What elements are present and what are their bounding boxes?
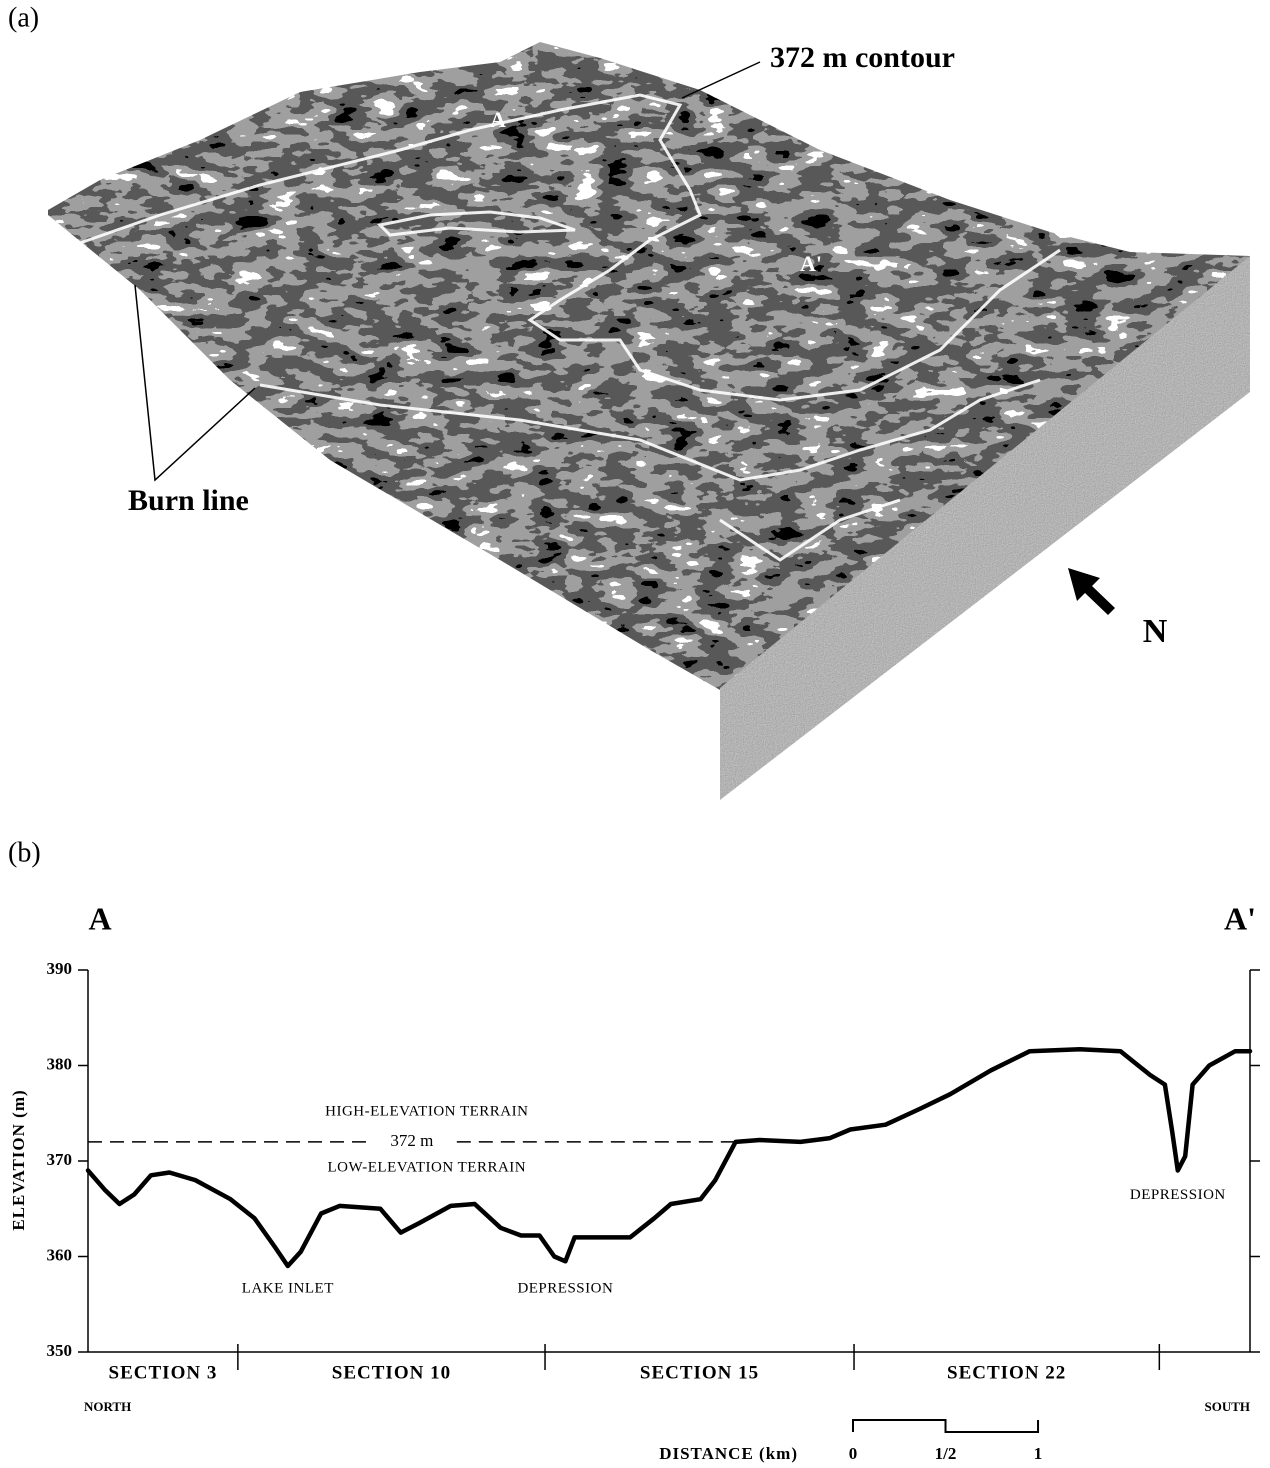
end-label: A — [88, 900, 111, 936]
direction-label: SOUTH — [1204, 1399, 1250, 1414]
annotation: DEPRESSION — [1130, 1187, 1226, 1203]
scale-tick-label: 0 — [849, 1444, 858, 1463]
scale-tick-label: 1 — [1034, 1444, 1043, 1463]
end-label: A' — [1224, 900, 1256, 936]
section-label: SECTION 22 — [947, 1362, 1066, 1383]
y-axis-title: ELEVATION (m) — [9, 1089, 28, 1230]
profile-line — [88, 1049, 1250, 1266]
y-tick-label: 370 — [47, 1150, 73, 1169]
section-label: SECTION 10 — [332, 1362, 451, 1383]
leader-line — [682, 62, 760, 98]
terrain-surface — [40, 30, 1260, 710]
scale-bar — [853, 1420, 1038, 1432]
figure: (a) A A' 372 m contour Burn line N (b) A… — [0, 0, 1270, 1468]
north-label: N — [1143, 613, 1168, 650]
point-label: A — [490, 107, 506, 132]
panel-label: (a) — [8, 2, 39, 33]
section-label: SECTION 3 — [109, 1362, 218, 1383]
annotation: LAKE INLET — [242, 1280, 334, 1296]
scale-bar-title: DISTANCE (km) — [659, 1444, 798, 1463]
point-label: A' — [800, 251, 822, 276]
direction-label: NORTH — [84, 1399, 131, 1414]
region-label: HIGH-ELEVATION TERRAIN — [325, 1103, 528, 1119]
annotation: 372 m contour — [770, 41, 955, 74]
y-tick-label: 350 — [47, 1341, 73, 1360]
annotation: Burn line — [128, 484, 249, 517]
terrain-render: A A' — [40, 30, 1260, 810]
section-label: SECTION 15 — [640, 1362, 759, 1383]
north-arrow — [1068, 568, 1115, 615]
scale-tick-label: 1/2 — [935, 1444, 957, 1463]
region-label: LOW-ELEVATION TERRAIN — [327, 1159, 526, 1175]
panel-label: (b) — [8, 837, 41, 868]
reference-label: 372 m — [390, 1131, 433, 1150]
y-tick-label: 380 — [47, 1054, 73, 1073]
y-tick-label: 360 — [47, 1245, 73, 1264]
y-tick-label: 390 — [47, 959, 73, 978]
annotation: DEPRESSION — [517, 1280, 613, 1296]
